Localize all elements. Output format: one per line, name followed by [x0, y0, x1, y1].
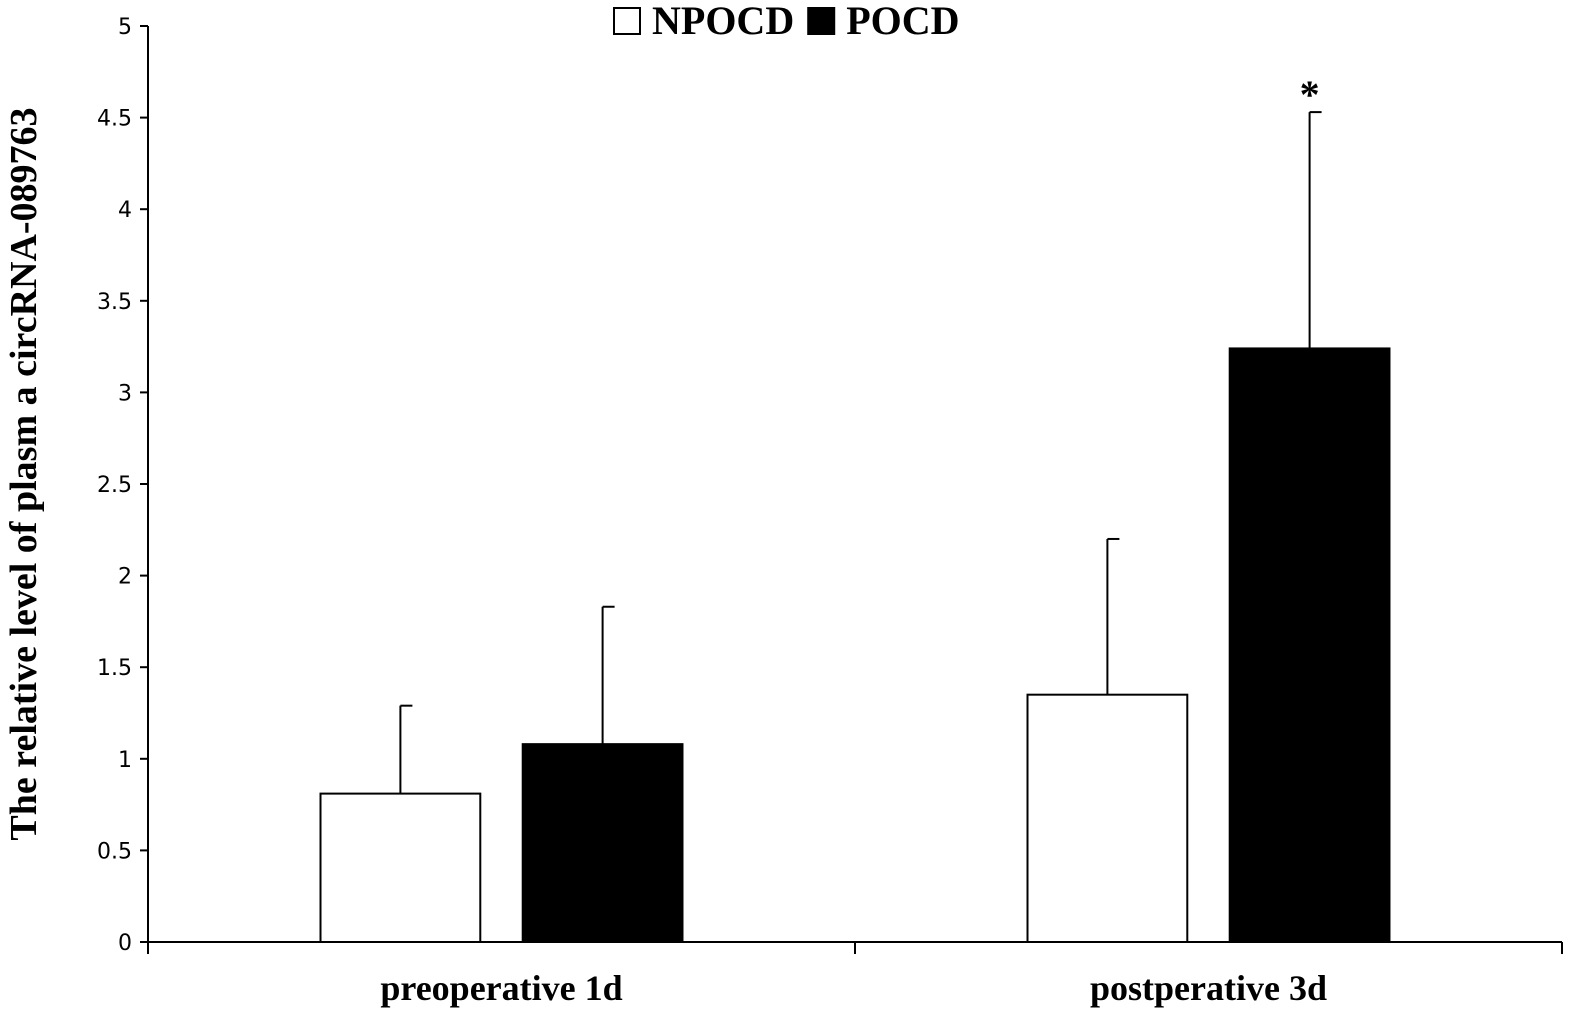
bar-npocd: [1026, 693, 1189, 943]
category-label: preoperative 1d: [380, 968, 622, 1008]
y-tick-label: 2: [118, 565, 132, 590]
bar-pocd: [521, 743, 684, 943]
legend-label-pocd: POCD: [846, 0, 959, 43]
y-tick-label: 1.5: [97, 656, 132, 681]
y-tick-label: 3: [118, 381, 132, 406]
bars: [319, 347, 1391, 943]
category-labels: preoperative 1d postperative 3d: [380, 968, 1327, 1008]
y-axis-title: The relative level of plasm a circRNA-08…: [3, 107, 45, 840]
y-tick-label: 1: [118, 748, 132, 773]
y-tick-label: 5: [118, 15, 132, 40]
y-tick-label: 3.5: [97, 290, 132, 315]
legend-label-npocd: NPOCD: [652, 0, 794, 43]
x-ticks: [147, 942, 1563, 954]
y-tick-label: 2.5: [97, 473, 132, 498]
significance-asterisk: *: [1300, 72, 1320, 117]
y-ticks: 0 0.5 1 1.5 2 2.5 3 3.5 4 4.5 5: [97, 15, 148, 956]
y-tick-label: 0.5: [97, 839, 132, 864]
y-tick-label: 0: [118, 931, 132, 956]
legend-swatch-npocd: [613, 7, 641, 35]
bar-pocd: [1228, 347, 1391, 943]
category-label: postperative 3d: [1090, 968, 1327, 1008]
error-bars: [399, 111, 1322, 794]
legend: NPOCD POCD: [613, 0, 960, 43]
annotations: *: [1300, 72, 1320, 117]
bar-npocd: [319, 792, 482, 943]
y-tick-label: 4.5: [97, 107, 132, 132]
legend-swatch-pocd: [807, 7, 836, 35]
y-tick-label: 4: [118, 198, 132, 223]
